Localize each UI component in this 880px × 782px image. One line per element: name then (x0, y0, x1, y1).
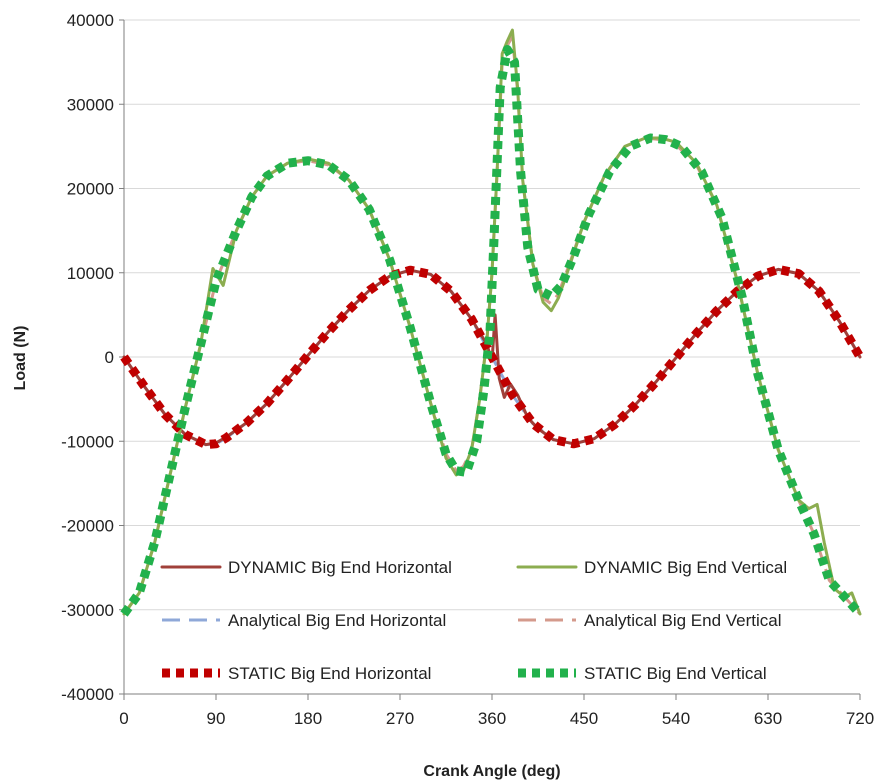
legend-label: Analytical Big End Horizontal (228, 611, 446, 630)
x-tick-label: 540 (662, 709, 690, 728)
legend-label: DYNAMIC Big End Horizontal (228, 558, 452, 577)
x-tick-label: 360 (478, 709, 506, 728)
y-tick-label: -20000 (61, 517, 114, 536)
x-tick-label: 270 (386, 709, 414, 728)
legend-label: DYNAMIC Big End Vertical (584, 558, 787, 577)
series-layer (124, 30, 860, 614)
y-tick-label: 20000 (67, 180, 114, 199)
y-tick-label: 30000 (67, 95, 114, 114)
y-tick-label: -40000 (61, 685, 114, 704)
legend-label: STATIC Big End Vertical (584, 664, 767, 683)
x-tick-label: 630 (754, 709, 782, 728)
x-tick-label: 450 (570, 709, 598, 728)
x-tick-label: 90 (207, 709, 226, 728)
y-tick-label: -10000 (61, 432, 114, 451)
x-tick-label: 720 (846, 709, 874, 728)
x-tick-label: 0 (119, 709, 128, 728)
x-tick-label: 180 (294, 709, 322, 728)
series-line-static-big-end-vertical (124, 50, 860, 615)
y-tick-labels: -40000 -30000 -20000 -10000 0 10000 20000 30000… (61, 11, 114, 704)
legend: DYNAMIC Big End Horizontal DYNAMIC Big En… (162, 558, 787, 683)
y-tick-label: 10000 (67, 264, 114, 283)
y-axis-title: Load (N) (12, 326, 29, 391)
legend-label: Analytical Big End Vertical (584, 611, 782, 630)
y-tick-label: -30000 (61, 601, 114, 620)
legend-label: STATIC Big End Horizontal (228, 664, 431, 683)
x-tick-labels: 0 90 180 270 360 450 540 630 720 (119, 709, 874, 728)
y-tick-label: 0 (105, 348, 114, 367)
y-tick-label: 40000 (67, 11, 114, 30)
x-axis-title: Crank Angle (deg) (423, 763, 560, 780)
